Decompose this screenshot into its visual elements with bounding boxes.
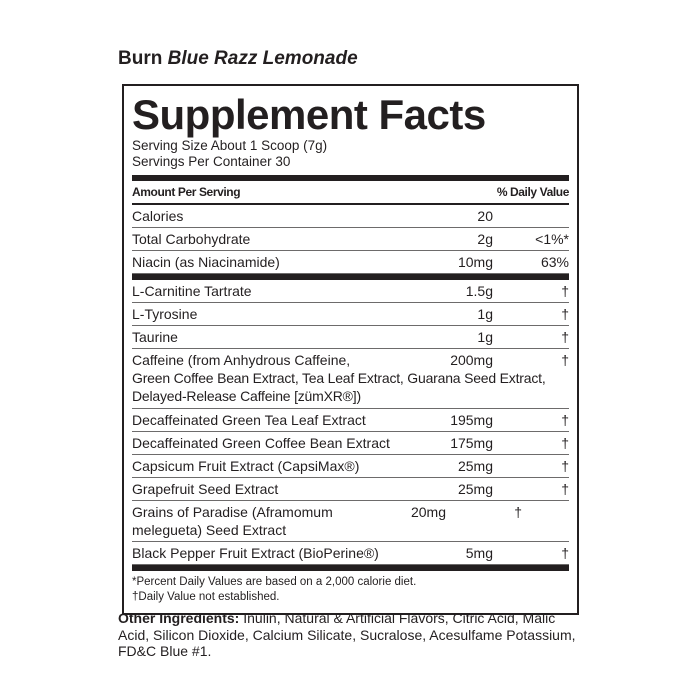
product-title: Burn Blue Razz Lemonade [118, 48, 358, 69]
nutrient-name: Decaffeinated Green Tea Leaf Extract [132, 412, 366, 428]
nutrient-dv: † [561, 435, 569, 451]
nutrient-dv: 63% [540, 254, 569, 270]
nutrient-dv: † [561, 412, 569, 428]
nutrient-row: Calories 20 [132, 205, 569, 228]
nutrient-dv: † [561, 481, 569, 497]
nutrient-row: Decaffeinated Green Coffee Bean Extract 1… [132, 432, 569, 455]
nutrient-row: Caffeine (from Anhydrous Caffeine, 200mg †… [132, 349, 569, 409]
divider [132, 565, 569, 571]
nutrient-dv: † [514, 504, 522, 520]
nutrient-row: Caffeine (from Anhydrous Caffeine, 200mg † [132, 349, 569, 369]
nutrient-name: Capsicum Fruit Extract (CapsiMax®) [132, 458, 360, 474]
nutrient-dv [499, 207, 569, 225]
nutrient-amount: 5mg [465, 545, 493, 561]
nutrient-name: Niacin (as Niacinamide) [132, 254, 280, 270]
nutrient-dv: <1%* [535, 231, 569, 247]
nutrient-row: Decaffeinated Green Tea Leaf Extract 195m… [132, 409, 569, 432]
nutrient-name: Caffeine (from Anhydrous Caffeine, [132, 352, 351, 368]
nutrient-dv: † [561, 283, 569, 299]
nutrient-name: Calories [132, 208, 184, 224]
other-ingredients: Other Ingredients: Inulin, Natural & Art… [118, 610, 576, 659]
nutrient-amount: 200mg [450, 352, 493, 368]
footnote-dagger: †Daily Value not established. [132, 591, 280, 603]
supplement-facts-panel: Supplement Facts Serving Size About 1 Sc… [122, 84, 579, 615]
nutrient-row: L-Tyrosine 1g † [132, 303, 569, 326]
nutrient-amount: 195mg [450, 412, 493, 428]
nutrient-amount: 1g [477, 306, 493, 322]
nutrient-sources: Green Coffee Bean Extract, Tea Leaf Extr… [132, 370, 546, 404]
nutrient-row: Niacin (as Niacinamide) 10mg 63% [132, 251, 569, 274]
nutrient-amount: 25mg [457, 458, 493, 474]
nutrient-row: L-Carnitine Tartrate 1.5g † [132, 280, 569, 303]
nutrient-dv: † [561, 306, 569, 322]
nutrient-amount: 20mg [410, 504, 446, 520]
nutrient-name: Decaffeinated Green Coffee Bean Extract [132, 435, 390, 451]
footnote-dv: *Percent Daily Values are based on a 2,0… [132, 576, 417, 588]
flavor: Blue Razz Lemonade [167, 48, 358, 69]
nutrient-row: Grains of Paradise (Aframomum melegueta)… [132, 501, 569, 542]
nutrient-name: Grapefruit Seed Extract [132, 481, 279, 497]
divider [132, 175, 569, 181]
nutrient-row: Capsicum Fruit Extract (CapsiMax®) 25mg † [132, 455, 569, 478]
nutrient-amount: 20 [477, 208, 493, 224]
serving-size: Serving Size About 1 Scoop (7g) [132, 138, 328, 153]
nutrient-amount: 1.5g [465, 283, 493, 299]
nutrient-row: Grapefruit Seed Extract 25mg † [132, 478, 569, 501]
nutrient-dv: † [561, 352, 569, 368]
nutrient-amount: 2g [477, 231, 493, 247]
nutrient-amount: 10mg [457, 254, 493, 270]
servings-per-container: Servings Per Container 30 [132, 154, 291, 169]
nutrient-amount: 175mg [450, 435, 493, 451]
nutrient-name: Taurine [132, 329, 178, 345]
nutrient-name: L-Carnitine Tartrate [132, 283, 252, 299]
nutrient-row: Black Pepper Fruit Extract (BioPerine®) 5… [132, 542, 569, 565]
nutrient-dv: † [561, 329, 569, 345]
nutrient-dv: † [561, 545, 569, 561]
nutrient-dv: † [561, 458, 569, 474]
nutrient-amount: 25mg [457, 481, 493, 497]
divider [132, 274, 569, 280]
nutrient-amount: 1g [477, 329, 493, 345]
nutrient-name: Total Carbohydrate [132, 231, 251, 247]
nutrient-row: Total Carbohydrate 2g <1%* [132, 228, 569, 251]
nutrient-name: Grains of Paradise (Aframomum melegueta)… [132, 504, 333, 538]
column-header: Amount Per Serving% Daily Value [132, 181, 569, 205]
nutrient-row: Taurine 1g † [132, 326, 569, 349]
nutrient-name: L-Tyrosine [132, 306, 198, 322]
nutrient-name: Black Pepper Fruit Extract (BioPerine®) [132, 545, 379, 561]
panel-title: Supplement Facts [132, 91, 486, 138]
